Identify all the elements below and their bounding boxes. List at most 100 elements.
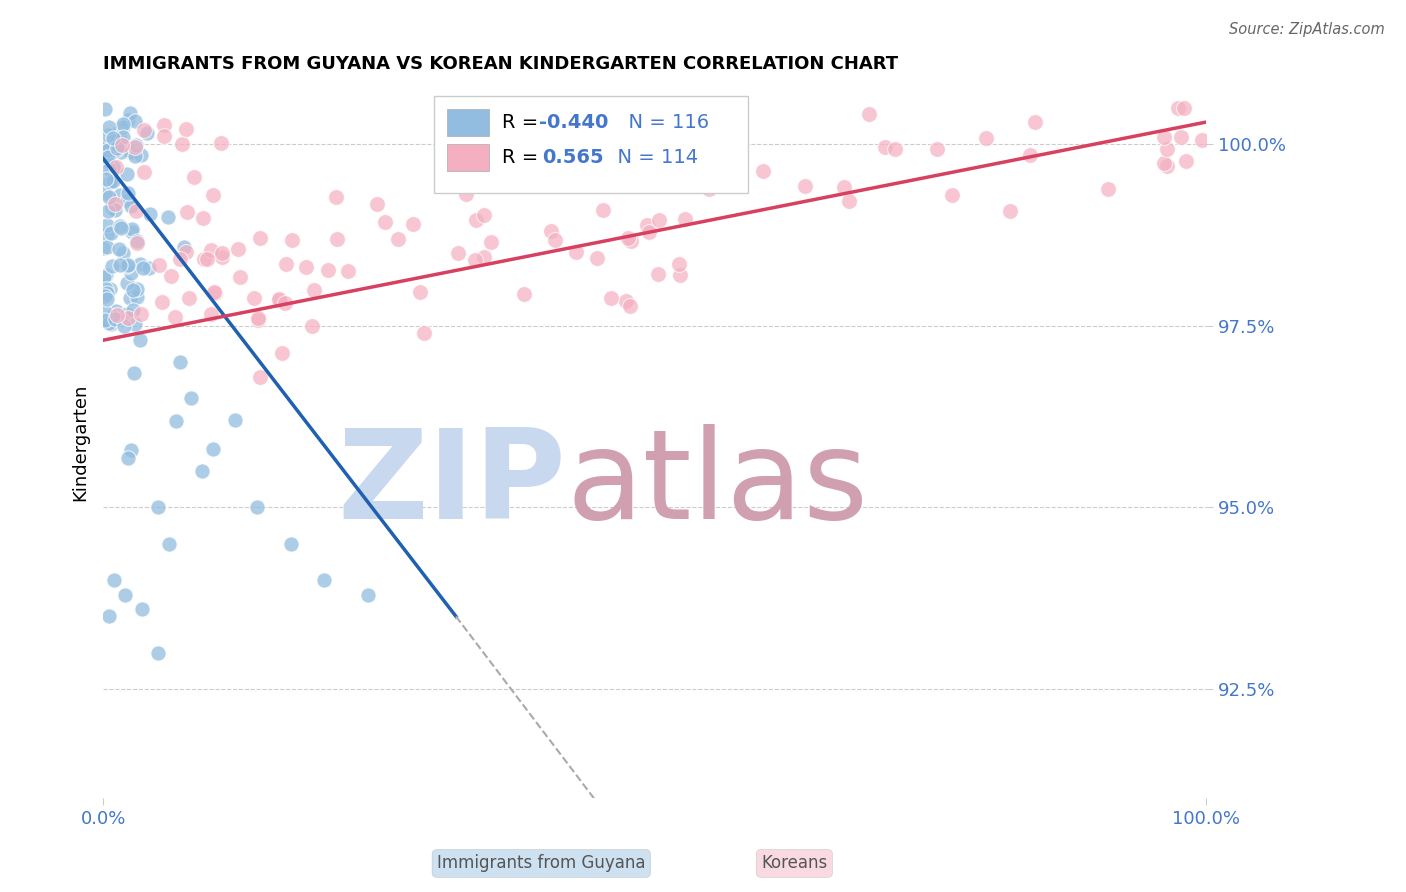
Point bbox=[124, 366, 146, 380]
Point bbox=[676, 174, 699, 188]
Point bbox=[180, 392, 202, 406]
Point bbox=[183, 169, 205, 184]
Text: Source: ZipAtlas.com: Source: ZipAtlas.com bbox=[1229, 22, 1385, 37]
Point bbox=[669, 268, 692, 282]
Point bbox=[98, 311, 121, 326]
Point bbox=[193, 252, 215, 266]
Point bbox=[97, 128, 120, 143]
Point bbox=[98, 317, 121, 331]
Point bbox=[927, 142, 949, 156]
Point bbox=[600, 291, 623, 305]
Point bbox=[104, 143, 127, 157]
Point bbox=[1175, 153, 1198, 168]
Point bbox=[111, 129, 134, 144]
Point bbox=[96, 293, 118, 307]
Point bbox=[387, 232, 409, 246]
Point bbox=[94, 186, 117, 201]
Point bbox=[152, 129, 174, 144]
Point bbox=[96, 240, 118, 254]
Point bbox=[170, 136, 193, 151]
Point bbox=[129, 334, 152, 348]
Point bbox=[110, 145, 132, 159]
Point bbox=[129, 257, 152, 271]
Point bbox=[211, 245, 233, 260]
Text: R =: R = bbox=[502, 148, 551, 168]
Point bbox=[111, 117, 134, 131]
Point bbox=[723, 160, 745, 174]
Point bbox=[132, 165, 155, 179]
Point bbox=[97, 120, 120, 134]
Point bbox=[100, 226, 122, 240]
Point bbox=[94, 305, 117, 319]
Point bbox=[125, 204, 148, 219]
Point bbox=[1156, 142, 1178, 156]
Point bbox=[115, 167, 138, 181]
Point bbox=[148, 500, 170, 515]
Point bbox=[148, 258, 170, 272]
Point bbox=[325, 190, 347, 204]
FancyBboxPatch shape bbox=[434, 96, 748, 193]
Point bbox=[592, 202, 614, 217]
Point bbox=[586, 252, 609, 266]
Point bbox=[202, 285, 225, 299]
Point bbox=[169, 252, 191, 266]
Point bbox=[97, 138, 120, 153]
Point bbox=[832, 180, 855, 194]
Point bbox=[224, 413, 246, 427]
Point bbox=[120, 145, 142, 159]
Point bbox=[139, 207, 162, 221]
Point bbox=[124, 317, 146, 331]
Point bbox=[105, 308, 128, 322]
Point bbox=[794, 179, 817, 194]
Point bbox=[101, 131, 124, 145]
Point bbox=[103, 139, 125, 153]
Point bbox=[202, 442, 225, 457]
Point bbox=[176, 121, 198, 136]
Point bbox=[100, 317, 122, 331]
Point bbox=[249, 369, 271, 384]
Point bbox=[93, 286, 115, 301]
Point bbox=[110, 220, 132, 235]
Point bbox=[120, 291, 142, 305]
Point bbox=[94, 268, 117, 283]
Point bbox=[301, 318, 323, 333]
Point bbox=[157, 210, 180, 224]
Point bbox=[280, 537, 302, 551]
Point bbox=[838, 194, 860, 208]
Point bbox=[200, 307, 222, 321]
Point bbox=[326, 232, 349, 246]
Point bbox=[472, 208, 495, 222]
Point bbox=[247, 311, 270, 326]
Point bbox=[177, 291, 200, 305]
Text: IMMIGRANTS FROM GUYANA VS KOREAN KINDERGARTEN CORRELATION CHART: IMMIGRANTS FROM GUYANA VS KOREAN KINDERG… bbox=[103, 55, 898, 73]
Point bbox=[450, 143, 472, 157]
Point bbox=[97, 204, 120, 219]
Point bbox=[150, 295, 173, 310]
Point bbox=[176, 205, 198, 219]
Point bbox=[195, 252, 218, 266]
Point bbox=[295, 260, 318, 275]
Point bbox=[103, 573, 125, 587]
Point bbox=[1156, 159, 1178, 173]
Point bbox=[668, 257, 690, 271]
Point bbox=[540, 224, 562, 238]
Point bbox=[117, 311, 139, 326]
Point bbox=[94, 313, 117, 327]
FancyBboxPatch shape bbox=[447, 145, 489, 171]
Point bbox=[93, 289, 115, 303]
Point bbox=[96, 218, 118, 232]
Point bbox=[120, 106, 142, 120]
Point bbox=[97, 151, 120, 165]
Point bbox=[544, 233, 567, 247]
Point bbox=[105, 303, 128, 318]
Point bbox=[858, 106, 880, 120]
Point bbox=[941, 188, 963, 202]
Point bbox=[98, 310, 121, 325]
Point bbox=[413, 326, 436, 341]
Point bbox=[108, 187, 131, 202]
Point bbox=[104, 202, 127, 217]
Point bbox=[337, 264, 360, 278]
Point bbox=[117, 186, 139, 200]
Point bbox=[752, 164, 775, 178]
Point bbox=[117, 450, 139, 465]
